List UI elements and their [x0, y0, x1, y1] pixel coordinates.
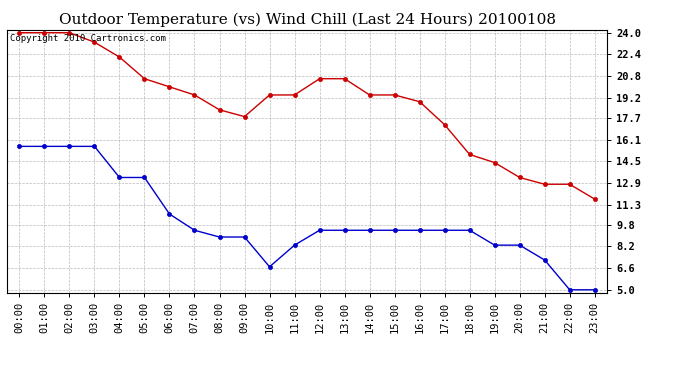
Text: Copyright 2010 Cartronics.com: Copyright 2010 Cartronics.com	[10, 34, 166, 43]
Title: Outdoor Temperature (vs) Wind Chill (Last 24 Hours) 20100108: Outdoor Temperature (vs) Wind Chill (Las…	[59, 13, 555, 27]
